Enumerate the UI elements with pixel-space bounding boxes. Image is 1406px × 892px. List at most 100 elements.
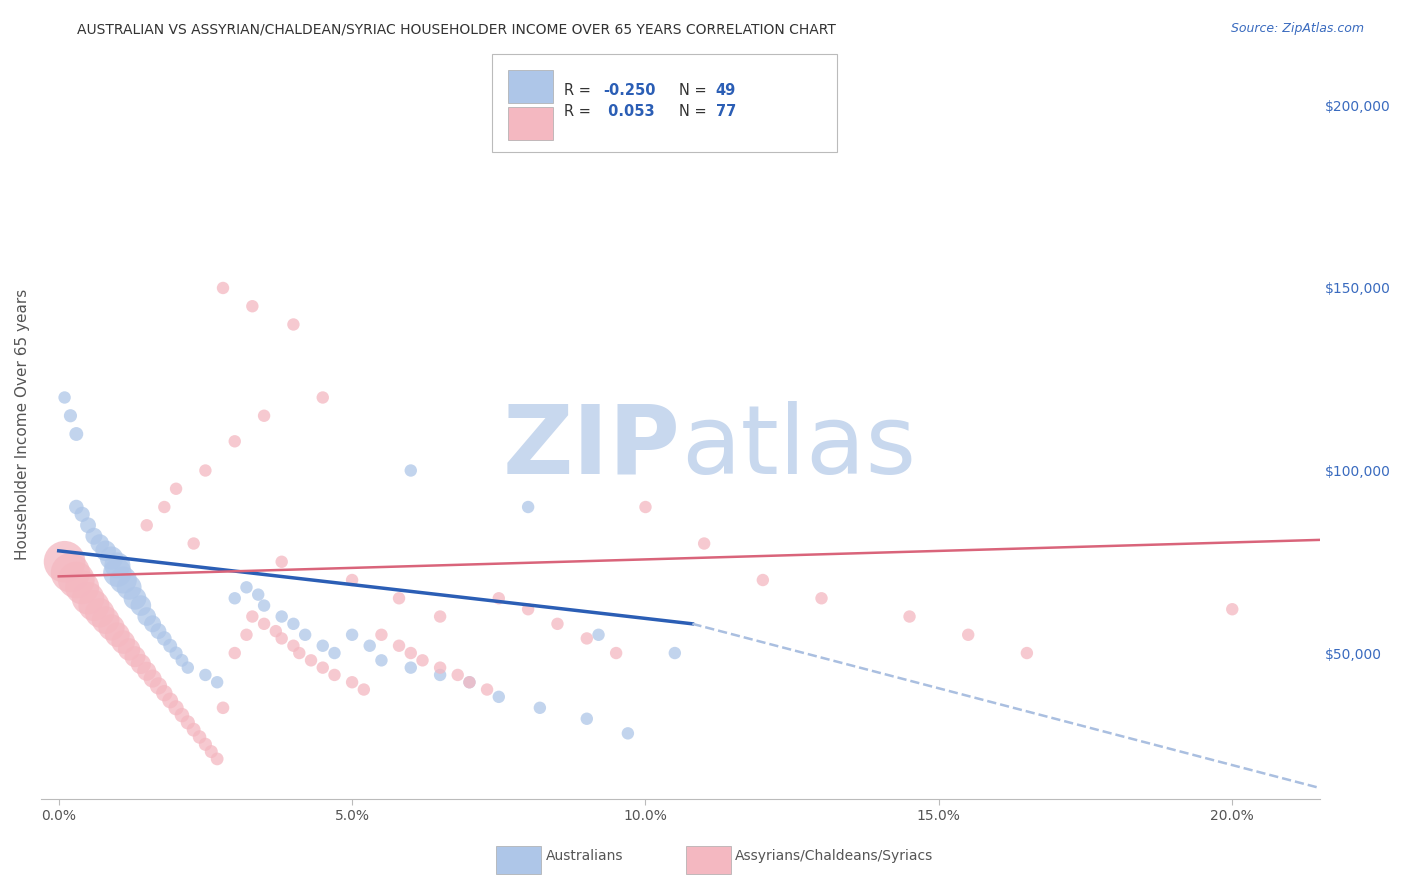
Point: [370, 653, 392, 667]
Text: -0.250: -0.250: [603, 83, 655, 98]
Point: [70, 508, 93, 522]
Point: [370, 628, 392, 642]
Point: [89, 536, 111, 550]
Point: [188, 730, 211, 744]
Point: [224, 646, 246, 660]
Point: [752, 573, 775, 587]
Point: [270, 632, 292, 646]
Point: [664, 646, 686, 660]
Point: [89, 606, 111, 620]
Text: Source: ZipAtlas.com: Source: ZipAtlas.com: [1230, 22, 1364, 36]
Point: [546, 616, 568, 631]
Point: [323, 668, 346, 682]
Point: [194, 463, 217, 477]
Text: 49: 49: [716, 83, 735, 98]
Point: [165, 646, 187, 660]
Point: [77, 518, 100, 533]
Point: [270, 555, 292, 569]
Text: N =: N =: [679, 104, 711, 120]
Point: [312, 391, 335, 405]
Point: [177, 660, 200, 674]
Point: [475, 682, 498, 697]
Point: [588, 628, 610, 642]
Point: [240, 609, 263, 624]
Point: [253, 616, 276, 631]
Point: [83, 529, 105, 543]
Point: [283, 639, 305, 653]
Text: Australians: Australians: [546, 849, 623, 863]
Point: [359, 639, 381, 653]
Point: [165, 700, 187, 714]
Point: [200, 745, 222, 759]
Point: [224, 591, 246, 606]
Point: [634, 500, 657, 514]
Point: [429, 660, 451, 674]
Point: [105, 558, 128, 573]
Point: [148, 624, 170, 639]
Text: atlas: atlas: [681, 401, 915, 494]
Point: [235, 628, 257, 642]
Point: [1015, 646, 1038, 660]
Point: [148, 679, 170, 693]
Point: [898, 609, 921, 624]
Point: [810, 591, 832, 606]
Point: [205, 752, 228, 766]
Point: [957, 628, 980, 642]
Point: [340, 628, 363, 642]
Point: [447, 668, 470, 682]
Point: [65, 427, 87, 442]
Point: [118, 580, 141, 594]
Point: [194, 668, 217, 682]
Point: [429, 609, 451, 624]
Point: [142, 616, 165, 631]
Point: [53, 555, 76, 569]
Point: [165, 482, 187, 496]
Point: [264, 624, 287, 639]
Text: Assyrians/Chaldeans/Syriacs: Assyrians/Chaldeans/Syriacs: [735, 849, 934, 863]
Point: [488, 690, 510, 704]
Point: [240, 299, 263, 313]
Text: R =: R =: [564, 104, 595, 120]
Point: [212, 700, 235, 714]
Point: [283, 318, 305, 332]
Point: [129, 657, 152, 671]
Point: [153, 500, 176, 514]
Point: [575, 712, 598, 726]
Point: [288, 646, 311, 660]
Point: [299, 653, 322, 667]
Point: [65, 573, 87, 587]
Point: [118, 642, 141, 657]
Point: [153, 632, 176, 646]
Point: [429, 668, 451, 682]
Point: [323, 646, 346, 660]
Point: [412, 653, 434, 667]
Point: [159, 693, 181, 707]
Text: AUSTRALIAN VS ASSYRIAN/CHALDEAN/SYRIAC HOUSEHOLDER INCOME OVER 65 YEARS CORRELAT: AUSTRALIAN VS ASSYRIAN/CHALDEAN/SYRIAC H…: [77, 22, 837, 37]
Point: [100, 620, 122, 634]
Point: [53, 391, 76, 405]
Point: [170, 708, 193, 723]
Point: [105, 628, 128, 642]
Point: [59, 409, 82, 423]
Point: [142, 672, 165, 686]
Point: [124, 649, 146, 664]
Point: [388, 591, 411, 606]
Point: [458, 675, 481, 690]
Point: [312, 660, 335, 674]
Point: [353, 682, 375, 697]
Point: [129, 599, 152, 613]
Point: [124, 591, 146, 606]
Point: [235, 580, 257, 594]
Point: [253, 599, 276, 613]
Point: [105, 566, 128, 580]
Point: [617, 726, 640, 740]
Text: ZIP: ZIP: [503, 401, 681, 494]
Point: [399, 463, 422, 477]
Point: [194, 737, 217, 751]
Point: [83, 599, 105, 613]
Point: [183, 536, 205, 550]
Point: [270, 609, 292, 624]
Point: [170, 653, 193, 667]
Y-axis label: Householder Income Over 65 years: Householder Income Over 65 years: [15, 289, 30, 560]
Point: [112, 635, 135, 649]
